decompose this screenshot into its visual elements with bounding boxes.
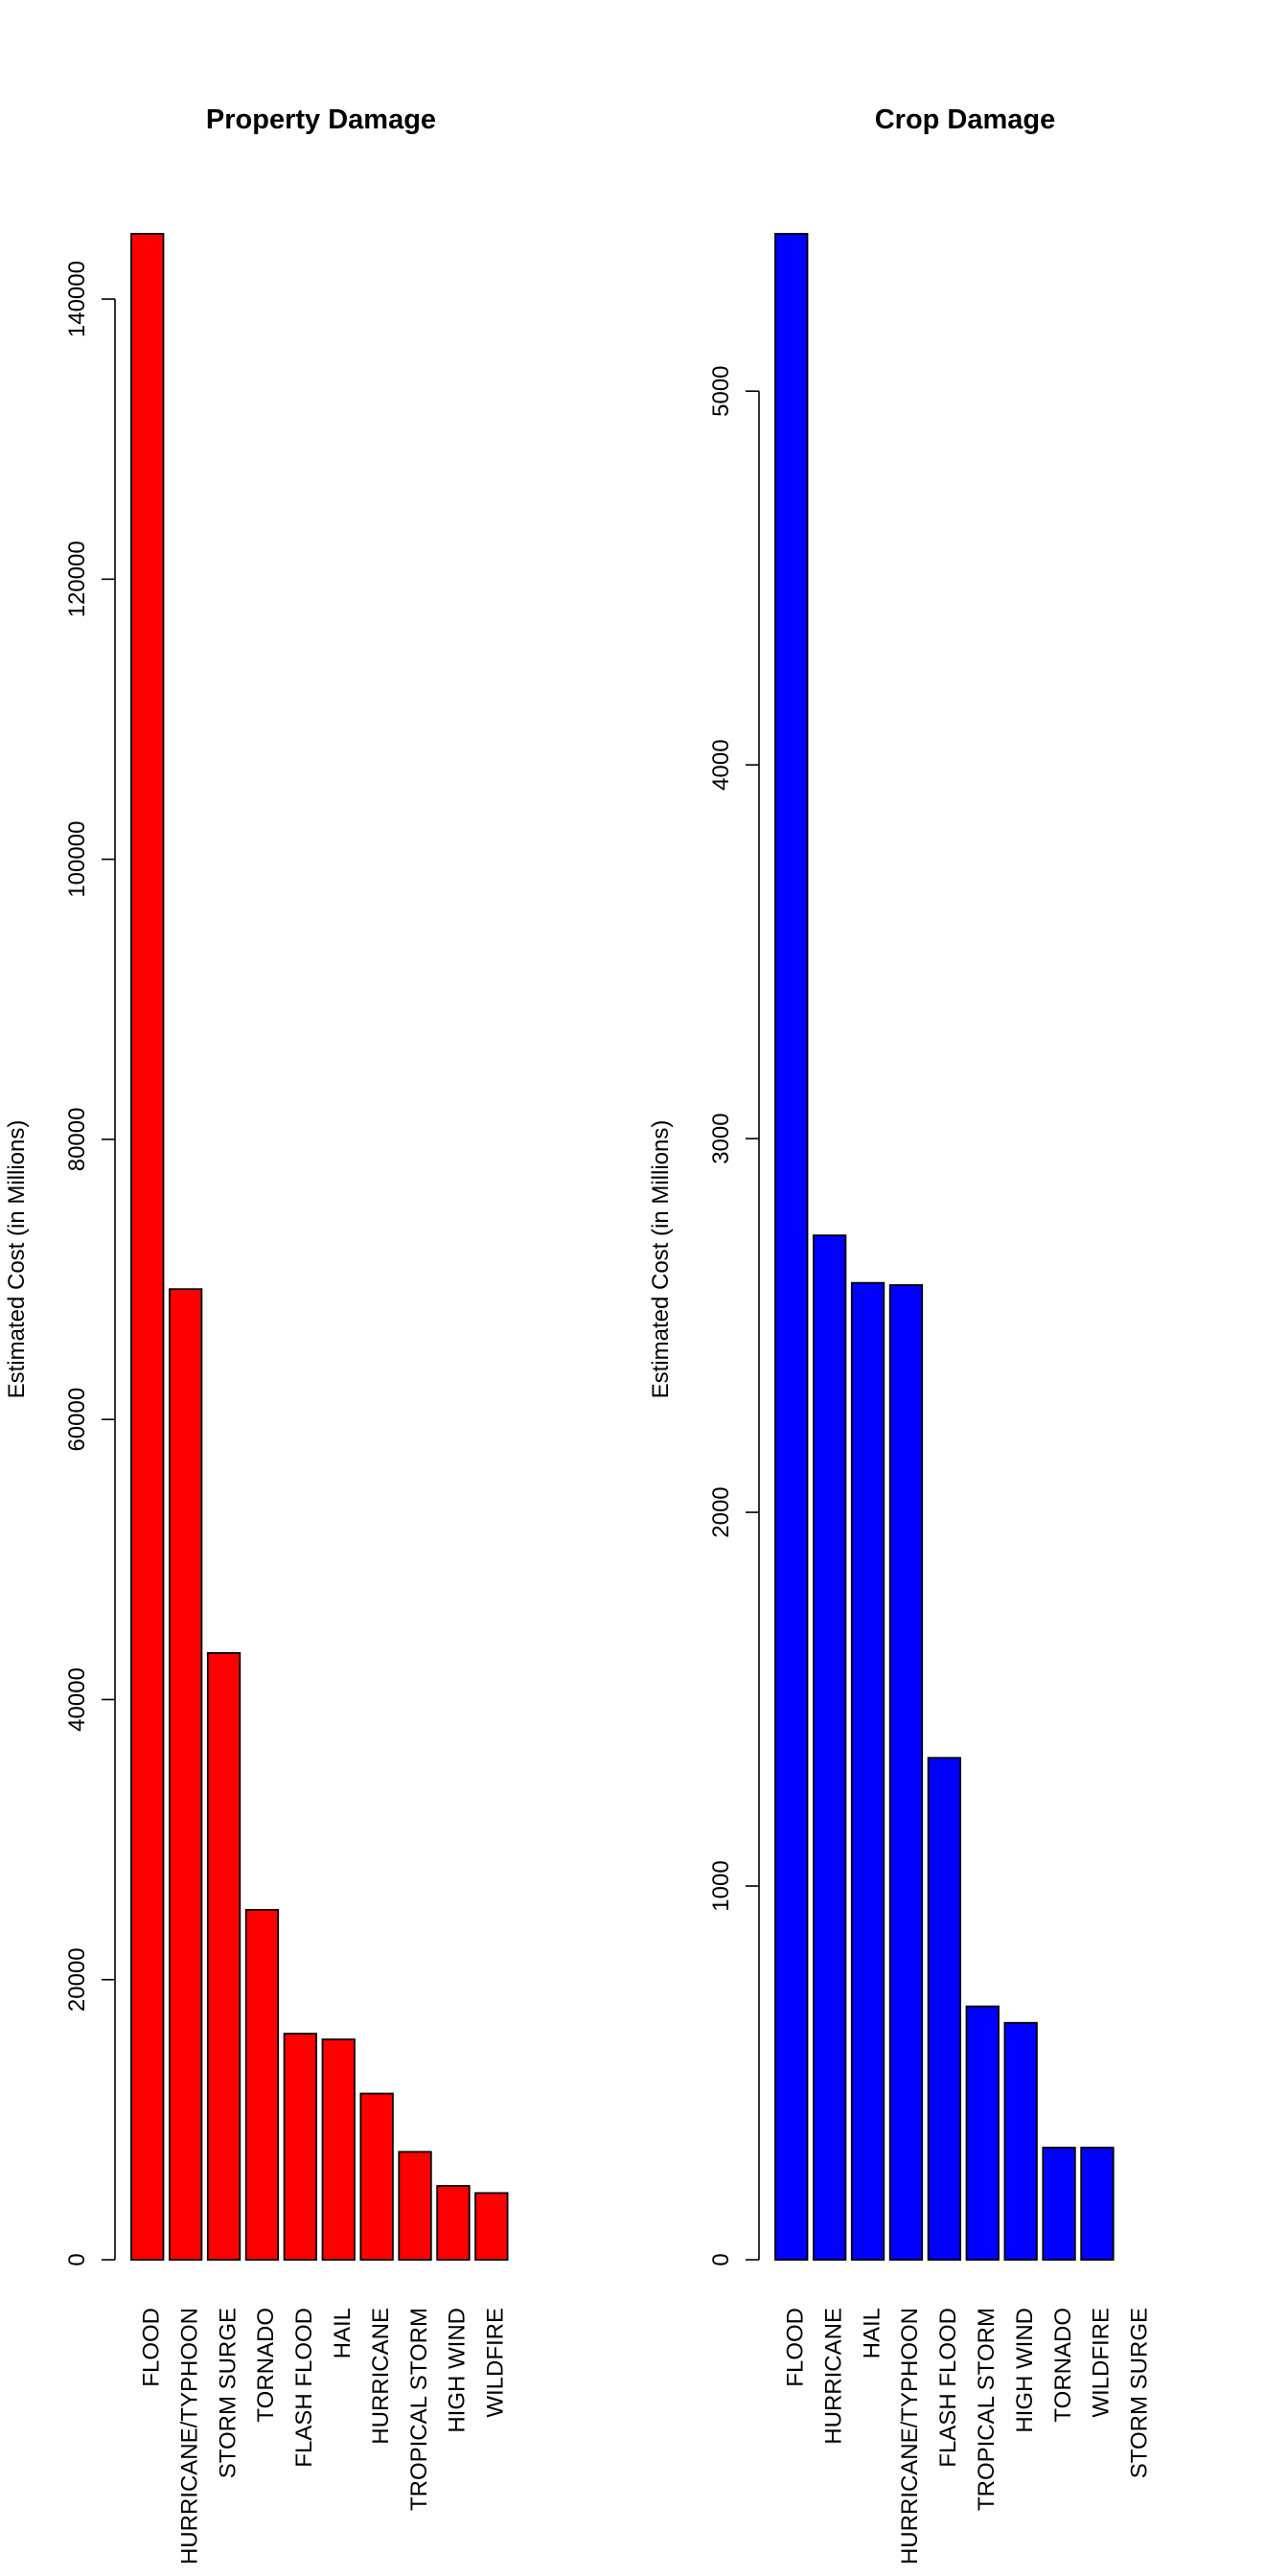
crop-bar-flash-flood [927, 1757, 961, 2261]
property-damage-title: Property Damage [206, 104, 436, 135]
crop-bar-high-wind [1003, 2021, 1038, 2261]
crop-bar-tropical-storm [965, 2005, 1000, 2261]
property-category-label: FLASH FLOOD [291, 2308, 317, 2468]
property-y-tick-label: 120000 [64, 540, 90, 617]
property-bar-flash-flood [283, 2033, 318, 2261]
crop-bar-tornado [1042, 2147, 1076, 2261]
property-bar-storm-surge [206, 1651, 242, 2261]
crop-category-label: FLASH FLOOD [935, 2308, 961, 2468]
property-bar-high-wind [436, 2185, 471, 2261]
property-bar-flood [130, 233, 165, 2261]
property-damage-panel: Property Damage Estimated Cost (in Milli… [4, 104, 509, 2564]
crop-category-label: WILDFIRE [1089, 2308, 1115, 2418]
crop-bar-hurricane-typhoon [888, 1284, 924, 2261]
crop-bar-flood [774, 233, 809, 2261]
crop-y-tick-label: 5000 [708, 365, 734, 416]
crop-y-tick-label: 0 [708, 2253, 734, 2266]
crop-y-tick-label: 2000 [708, 1486, 734, 1537]
crop-category-label: HURRICANE/TYPHOON [897, 2308, 923, 2564]
property-y-tick-label: 60000 [64, 1388, 90, 1452]
property-y-tick-label: 100000 [64, 821, 90, 898]
property-category-label: TROPICAL STORM [406, 2308, 432, 2511]
property-bar-wildfire [474, 2192, 509, 2261]
property-y-tick-label: 80000 [64, 1108, 90, 1172]
crop-category-label: FLOOD [783, 2308, 809, 2387]
property-category-label: WILDFIRE [483, 2308, 509, 2418]
property-category-label: HIGH WIND [445, 2308, 471, 2433]
property-category-label: FLOOD [139, 2308, 165, 2387]
property-category-label: HURRICANE [368, 2308, 394, 2445]
crop-damage-title: Crop Damage [875, 104, 1056, 135]
property-y-tick-label: 40000 [64, 1668, 90, 1732]
crop-category-label: HIGH WIND [1012, 2308, 1038, 2433]
crop-bar-hurricane [813, 1234, 847, 2261]
crop-category-label: HAIL [859, 2308, 885, 2358]
crop-bar-wildfire [1080, 2147, 1115, 2261]
property-y-tick-label: 0 [64, 2253, 90, 2266]
crop-category-label: HURRICANE [820, 2308, 846, 2445]
property-category-label: HAIL [330, 2308, 356, 2358]
property-bar-tropical-storm [398, 2150, 432, 2261]
property-category-label: TORNADO [253, 2308, 279, 2423]
property-category-label: STORM SURGE [215, 2308, 241, 2478]
crop-damage-ylabel: Estimated Cost (in Millions) [648, 1120, 674, 1399]
crop-category-label: TROPICAL STORM [974, 2308, 1000, 2511]
crop-y-tick-label: 4000 [708, 739, 734, 790]
property-y-tick-label: 20000 [64, 1947, 90, 2012]
property-bar-hail [321, 2038, 356, 2261]
crop-y-tick-label: 1000 [708, 1860, 734, 1911]
property-bar-tornado [244, 1908, 280, 2261]
property-damage-ylabel: Estimated Cost (in Millions) [4, 1120, 30, 1399]
property-category-label: HURRICANE/TYPHOON [176, 2308, 202, 2564]
property-bar-hurricane-typhoon [168, 1288, 203, 2261]
crop-damage-panel: Crop Damage Estimated Cost (in Millions)… [648, 104, 1153, 2564]
crop-category-label: TORNADO [1050, 2308, 1076, 2423]
property-bar-hurricane [359, 2092, 394, 2261]
crop-y-tick-label: 3000 [708, 1113, 734, 1163]
property-y-tick-label: 140000 [64, 261, 90, 337]
crop-category-label: STORM SURGE [1127, 2308, 1153, 2478]
crop-bar-hail [850, 1281, 886, 2261]
